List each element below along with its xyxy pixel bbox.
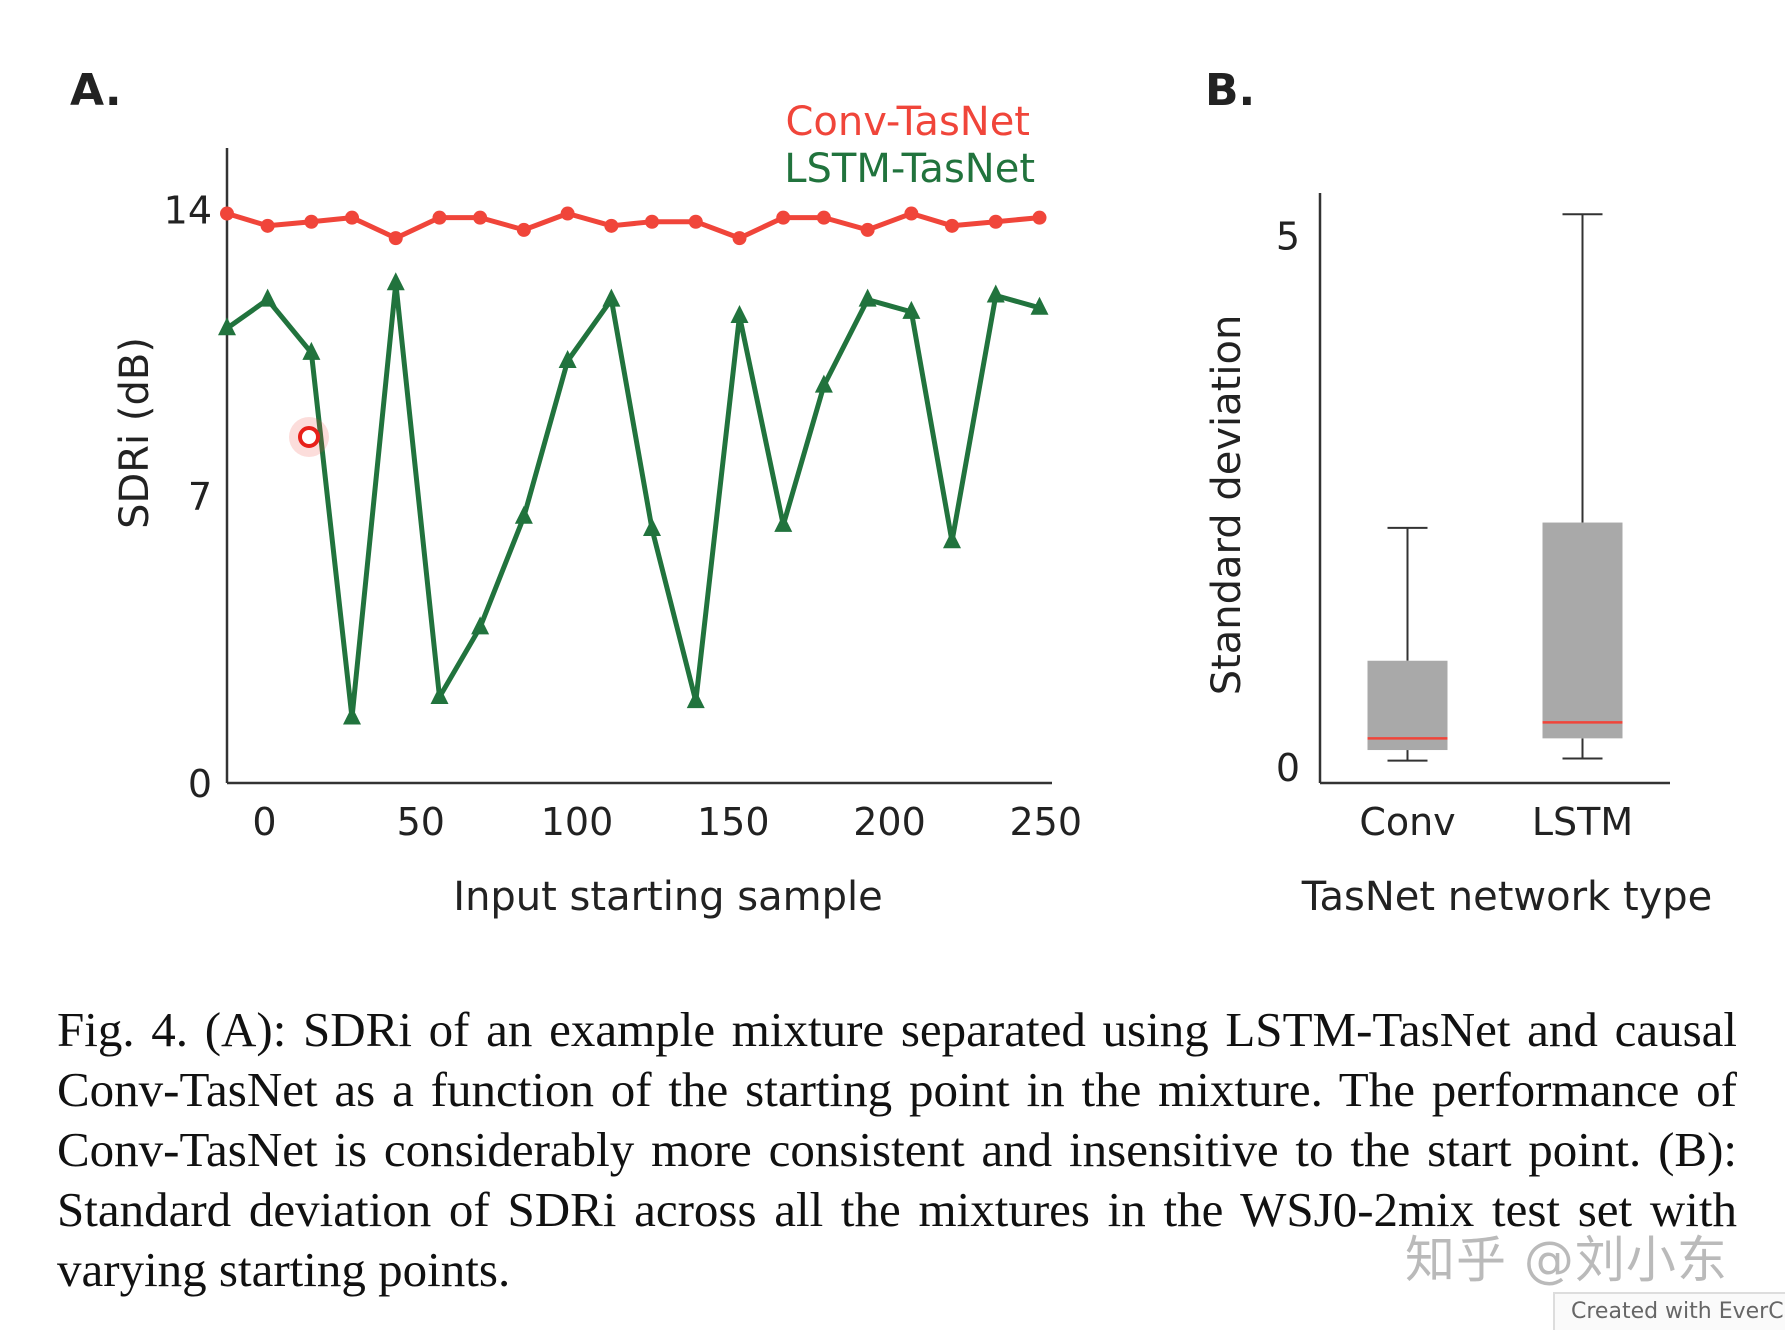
data-point [388, 231, 403, 246]
legend-conv-tasnet: Conv-TasNet [786, 99, 1031, 145]
data-point [645, 214, 659, 229]
data-point [258, 288, 277, 307]
legend-lstm-tasnet: LSTM-TasNet [784, 146, 1035, 192]
figure: A. Conv-TasNet LSTM-TasNet SDRi (dB) Inp… [70, 65, 1712, 920]
y-tick-label: 0 [188, 762, 212, 806]
data-point [858, 288, 877, 307]
data-point [345, 210, 359, 225]
x-tick-label: LSTM [1532, 800, 1633, 844]
data-point [686, 690, 705, 709]
watermark: 知乎 @刘小东 [1405, 1231, 1728, 1289]
y-tick-label: 7 [188, 475, 212, 519]
y-tick-label: 5 [1276, 215, 1300, 259]
x-axis-label-a: Input starting sample [453, 874, 882, 920]
figure-caption: Fig. 4. (A): SDRi of an example mixture … [57, 1002, 1737, 1297]
data-point [1032, 210, 1047, 225]
created-with-badge: Created with EverCam [1553, 1292, 1785, 1330]
panel-b: B. Standard deviation TasNet network typ… [1204, 65, 1712, 920]
y-tick-label: 0 [1276, 746, 1300, 790]
data-point [776, 210, 791, 225]
data-point [516, 222, 531, 237]
series-line-lstm-tasnet [225, 280, 1041, 720]
data-point [902, 300, 921, 319]
data-point [688, 214, 703, 229]
x-tick-label: 100 [541, 800, 614, 844]
data-point [602, 288, 621, 307]
x-tick-label: 150 [697, 800, 770, 844]
x-tick-label: 200 [853, 800, 926, 844]
data-point [218, 317, 236, 336]
data-point [343, 706, 361, 725]
y-tick-label: 14 [164, 188, 212, 232]
cursor-indicator [289, 417, 329, 457]
data-point [988, 214, 1003, 229]
x-tick-label: Conv [1359, 800, 1455, 844]
box-lstm [1542, 522, 1623, 739]
data-point [514, 505, 533, 524]
data-point [643, 518, 661, 536]
data-point [604, 218, 619, 233]
x-tick-label: 50 [397, 800, 445, 844]
data-point [814, 374, 833, 393]
data-point [304, 214, 319, 229]
data-point [473, 210, 488, 225]
data-point [774, 513, 793, 532]
panel-b-label: B. [1205, 65, 1255, 116]
panel-a: A. Conv-TasNet LSTM-TasNet SDRi (dB) Inp… [70, 65, 1082, 920]
data-point [732, 231, 747, 246]
data-point [471, 616, 490, 635]
box-conv [1367, 660, 1448, 751]
data-point [1030, 296, 1049, 315]
data-point [432, 210, 447, 225]
data-point [560, 206, 575, 221]
data-point [945, 218, 959, 233]
data-point [943, 530, 961, 549]
data-point [558, 350, 577, 369]
data-point [986, 284, 1005, 303]
x-tick-label: 250 [1009, 800, 1082, 844]
data-point [260, 218, 275, 233]
y-axis-label-b: Standard deviation [1204, 315, 1250, 696]
panel-a-label: A. [70, 65, 122, 116]
data-point [220, 206, 234, 221]
x-tick-label: 0 [252, 800, 276, 844]
data-point [730, 304, 749, 323]
x-axis-label-b: TasNet network type [1301, 874, 1713, 920]
data-point [386, 272, 405, 291]
data-point [302, 341, 321, 360]
y-axis-label-a: SDRi (dB) [112, 337, 158, 529]
data-point [904, 206, 919, 221]
series-line-conv-tasnet [226, 211, 1040, 241]
data-point [860, 222, 875, 237]
data-point [816, 210, 831, 225]
data-point [430, 685, 449, 704]
